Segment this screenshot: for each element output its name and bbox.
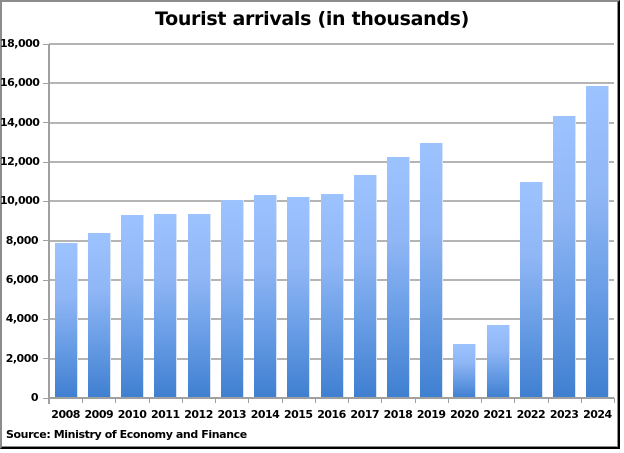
y-tick-mark bbox=[43, 161, 49, 163]
y-tick-label: 6,000 bbox=[5, 273, 39, 286]
x-tick-label: 2018 bbox=[383, 408, 413, 421]
x-tick-label: 2021 bbox=[483, 408, 512, 421]
bar-2014 bbox=[254, 195, 277, 398]
x-tick-mark bbox=[148, 398, 150, 403]
x-tick-label: 2019 bbox=[416, 408, 446, 421]
y-tick-mark bbox=[43, 200, 49, 202]
gridline bbox=[49, 161, 614, 163]
bar-2011 bbox=[154, 214, 177, 398]
y-axis-line bbox=[48, 44, 50, 404]
bar-2015 bbox=[287, 197, 310, 398]
bar-2009 bbox=[87, 233, 110, 398]
y-tick-label: 4,000 bbox=[5, 312, 39, 326]
bar-2022 bbox=[519, 182, 542, 398]
x-tick-mark bbox=[281, 398, 283, 403]
plot-area bbox=[49, 43, 614, 398]
y-tick-label: 16,000 bbox=[0, 76, 40, 90]
x-tick-label: 2012 bbox=[184, 408, 213, 421]
x-tick-mark bbox=[348, 398, 350, 403]
x-tick-label: 2008 bbox=[51, 408, 80, 421]
bar-2018 bbox=[386, 156, 409, 398]
x-tick-mark bbox=[580, 398, 582, 403]
x-tick-mark bbox=[115, 398, 117, 403]
y-tick-mark bbox=[43, 82, 49, 84]
chart-title: Tourist arrivals (in thousands) bbox=[154, 8, 470, 30]
x-tick-mark bbox=[481, 398, 483, 403]
x-tick-label: 2022 bbox=[516, 408, 546, 421]
x-tick-label: 2016 bbox=[317, 408, 346, 421]
x-tick-label: 2010 bbox=[117, 408, 147, 421]
gridline bbox=[49, 43, 614, 45]
bar-2008 bbox=[54, 242, 77, 398]
y-tick-mark bbox=[43, 318, 49, 320]
y-tick-mark bbox=[43, 397, 49, 399]
y-tick-label: 0 bbox=[30, 391, 39, 404]
x-tick-label: 2009 bbox=[84, 408, 114, 421]
x-tick-mark bbox=[181, 398, 183, 403]
y-tick-mark bbox=[43, 43, 49, 45]
bar-2021 bbox=[486, 324, 509, 398]
x-axis-line bbox=[49, 397, 614, 399]
y-tick-label: 14,000 bbox=[0, 115, 40, 129]
bar-2010 bbox=[121, 215, 144, 398]
x-tick-mark bbox=[614, 398, 615, 403]
x-tick-label: 2015 bbox=[283, 408, 313, 421]
y-tick-mark bbox=[43, 240, 49, 242]
x-tick-mark bbox=[82, 398, 84, 403]
bar-2023 bbox=[553, 115, 576, 398]
bar-2020 bbox=[453, 343, 476, 398]
y-tick-label: 10,000 bbox=[0, 194, 40, 208]
y-tick-mark bbox=[43, 279, 49, 281]
x-tick-label: 2023 bbox=[549, 408, 579, 421]
bar-2012 bbox=[187, 213, 210, 398]
x-tick-mark bbox=[381, 398, 383, 403]
x-tick-label: 2011 bbox=[151, 408, 180, 421]
gridline bbox=[49, 121, 614, 124]
x-tick-mark bbox=[514, 398, 516, 403]
x-tick-mark bbox=[314, 398, 316, 403]
y-tick-mark bbox=[43, 122, 49, 124]
x-tick-mark bbox=[447, 398, 449, 403]
x-tick-mark bbox=[414, 398, 416, 403]
y-tick-mark bbox=[43, 358, 49, 360]
bar-2013 bbox=[220, 200, 243, 398]
bar-2016 bbox=[320, 194, 343, 398]
x-tick-mark bbox=[49, 398, 50, 403]
source-note: Source: Ministry of Economy and Finance bbox=[6, 428, 247, 441]
x-tick-label: 2013 bbox=[217, 408, 247, 421]
x-tick-mark bbox=[547, 398, 549, 403]
x-tick-label: 2017 bbox=[350, 408, 380, 421]
x-tick-mark bbox=[215, 398, 217, 403]
bar-2019 bbox=[420, 142, 443, 398]
x-tick-label: 2014 bbox=[250, 408, 280, 421]
y-tick-label: 12,000 bbox=[0, 155, 40, 168]
y-tick-label: 18,000 bbox=[0, 37, 40, 50]
bar-2017 bbox=[353, 174, 376, 398]
bar-2024 bbox=[586, 85, 609, 398]
y-tick-label: 2,000 bbox=[5, 351, 39, 365]
x-tick-mark bbox=[248, 398, 250, 403]
x-tick-label: 2024 bbox=[583, 408, 612, 421]
y-tick-label: 8,000 bbox=[5, 233, 39, 247]
x-tick-label: 2020 bbox=[450, 408, 479, 421]
gridline bbox=[49, 82, 614, 85]
